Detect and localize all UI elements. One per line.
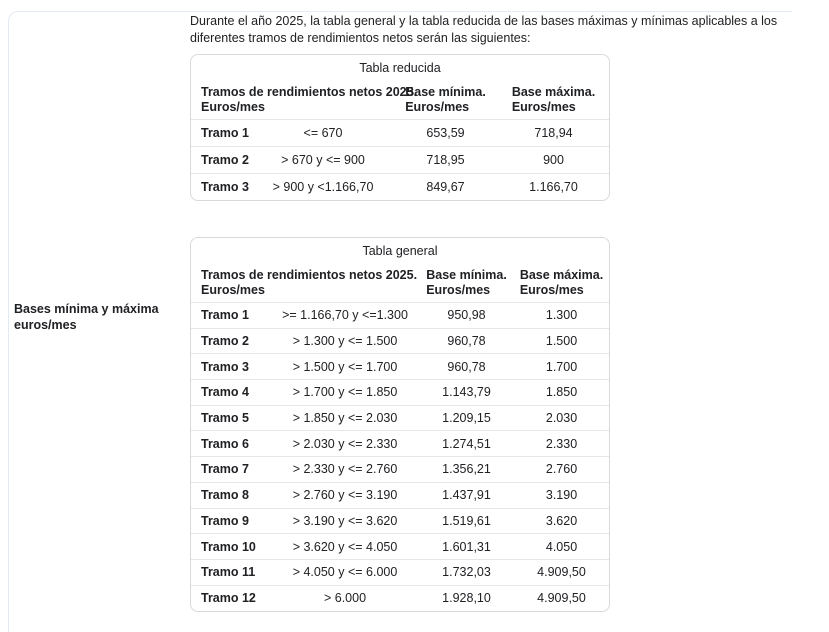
table-row: Tramo 1 <= 670 653,59 718,94 [191, 119, 610, 147]
tramo-range: > 1.500 y <= 1.700 [271, 353, 420, 380]
base-minima-value: 1.928,10 [419, 584, 515, 611]
tramo-range: > 2.330 y <= 2.760 [271, 456, 420, 483]
base-maxima-value: 718,94 [498, 119, 610, 147]
base-maxima-value: 1.500 [514, 327, 610, 354]
base-maxima-value: 2.030 [514, 404, 610, 431]
tabla-reducida-table: Tramos de rendimientos netos 2025. Euros… [191, 81, 610, 200]
content-card [8, 11, 792, 632]
intro-text: Durante el año 2025, la tabla general y … [190, 14, 778, 45]
tramo-label: Tramo 11 [191, 558, 271, 586]
base-maxima-value: 3.190 [514, 481, 610, 508]
base-maxima-value: 4.909,50 [514, 558, 610, 586]
base-maxima-value: 1.700 [514, 353, 610, 380]
tramo-range: > 1.850 y <= 2.030 [271, 404, 420, 431]
table-row: Tramo 4 > 1.700 y <= 1.850 1.143,79 1.85… [191, 379, 610, 406]
tramo-range: > 3.190 y <= 3.620 [271, 507, 420, 534]
tramo-label: Tramo 12 [191, 584, 271, 611]
tramo-label: Tramo 4 [191, 379, 271, 406]
table-row: Tramo 3 > 900 y <1.166,70 849,67 1.166,7… [191, 173, 610, 200]
tramo-range: <= 670 [253, 119, 394, 147]
tramo-label: Tramo 1 [191, 119, 253, 147]
table-header-row: Tramos de rendimientos netos 2025. Euros… [191, 264, 609, 303]
tramo-label: Tramo 1 [191, 302, 271, 329]
tramo-range: > 3.620 y <= 4.050 [271, 533, 420, 560]
base-minima-value: 1.274,51 [419, 430, 515, 457]
tramo-range: > 1.300 y <= 1.500 [271, 327, 420, 354]
row-term-label: Bases mínima y máxima euros/mes [14, 302, 159, 332]
base-minima-value: 849,67 [393, 173, 499, 200]
table-row: Tramo 1 >= 1.166,70 y <=1.300 950,98 1.3… [191, 302, 610, 329]
tramo-label: Tramo 10 [191, 533, 271, 560]
table-row: Tramo 6 > 2.030 y <= 2.330 1.274,51 2.33… [191, 430, 610, 457]
base-maxima-value: 2.330 [514, 430, 610, 457]
base-minima-value: 1.732,03 [419, 558, 515, 586]
table-row: Tramo 7 > 2.330 y <= 2.760 1.356,21 2.76… [191, 456, 610, 483]
table-title: Tabla general [362, 244, 438, 258]
table-row: Tramo 2 > 1.300 y <= 1.500 960,78 1.500 [191, 327, 610, 354]
tabla-general: Tabla general Tramos de rendimientos net… [190, 237, 610, 612]
tramo-label: Tramo 2 [191, 327, 271, 354]
base-maxima-value: 4.050 [514, 533, 610, 560]
table-row: Tramo 5 > 1.850 y <= 2.030 1.209,15 2.03… [191, 404, 610, 431]
table-title: Tabla reducida [359, 61, 441, 75]
table-header-row: Tramos de rendimientos netos 2025. Euros… [191, 81, 609, 120]
tramo-range: > 1.700 y <= 1.850 [271, 379, 420, 406]
base-minima-value: 1.601,31 [419, 533, 515, 560]
tramo-label: Tramo 8 [191, 481, 271, 508]
base-maxima-value: 1.300 [514, 302, 610, 329]
base-minima-value: 1.519,61 [419, 507, 515, 534]
tramo-range: > 2.030 y <= 2.330 [271, 430, 420, 457]
col-header-base-maxima: Base máxima. Euros/mes [519, 268, 604, 297]
base-maxima-value: 2.760 [514, 456, 610, 483]
col-header-base-maxima: Base máxima. Euros/mes [511, 85, 596, 114]
tramo-range: > 900 y <1.166,70 [253, 173, 394, 200]
col-header-base-minima: Base mínima. Euros/mes [426, 268, 507, 297]
table-row: Tramo 12 > 6.000 1.928,10 4.909,50 [191, 584, 610, 611]
tramo-range: > 2.760 y <= 3.190 [271, 481, 420, 508]
tramo-range: > 670 y <= 900 [253, 146, 394, 174]
base-minima-value: 1.356,21 [419, 456, 515, 483]
table-row: Tramo 11 > 4.050 y <= 6.000 1.732,03 4.9… [191, 558, 610, 586]
tabla-general-table: Tramos de rendimientos netos 2025. Euros… [191, 264, 610, 611]
table-row: Tramo 8 > 2.760 y <= 3.190 1.437,91 3.19… [191, 481, 610, 508]
base-minima-value: 960,78 [419, 327, 515, 354]
tramo-label: Tramo 2 [191, 146, 253, 174]
base-maxima-value: 4.909,50 [514, 584, 610, 611]
tramo-label: Tramo 3 [191, 353, 271, 380]
col-header-base-minima: Base mínima. Euros/mes [405, 85, 486, 114]
tramo-label: Tramo 7 [191, 456, 271, 483]
base-minima-value: 1.437,91 [419, 481, 515, 508]
col-header-tramos: Tramos de rendimientos netos 2025. Euros… [201, 85, 418, 114]
table-row: Tramo 2 > 670 y <= 900 718,95 900 [191, 146, 610, 174]
table-row: Tramo 10 > 3.620 y <= 4.050 1.601,31 4.0… [191, 533, 610, 560]
base-minima-value: 950,98 [419, 302, 515, 329]
base-minima-value: 1.209,15 [419, 404, 515, 431]
tramo-label: Tramo 9 [191, 507, 271, 534]
base-maxima-value: 3.620 [514, 507, 610, 534]
tramo-range: > 4.050 y <= 6.000 [271, 558, 420, 586]
base-maxima-value: 1.166,70 [498, 173, 610, 200]
base-minima-value: 718,95 [393, 146, 499, 174]
tabla-reducida: Tabla reducida Tramos de rendimientos ne… [190, 54, 610, 201]
table-row: Tramo 9 > 3.190 y <= 3.620 1.519,61 3.62… [191, 507, 610, 534]
base-minima-value: 960,78 [419, 353, 515, 380]
base-minima-value: 653,59 [393, 119, 499, 147]
col-header-tramos: Tramos de rendimientos netos 2025. Euros… [201, 268, 418, 297]
table-row: Tramo 3 > 1.500 y <= 1.700 960,78 1.700 [191, 353, 610, 380]
base-maxima-value: 1.850 [514, 379, 610, 406]
tramo-label: Tramo 5 [191, 404, 271, 431]
tramo-range: >= 1.166,70 y <=1.300 [271, 302, 420, 329]
tramo-label: Tramo 6 [191, 430, 271, 457]
base-maxima-value: 900 [498, 146, 610, 174]
tramo-label: Tramo 3 [191, 173, 253, 200]
tramo-range: > 6.000 [271, 584, 420, 611]
base-minima-value: 1.143,79 [419, 379, 515, 406]
